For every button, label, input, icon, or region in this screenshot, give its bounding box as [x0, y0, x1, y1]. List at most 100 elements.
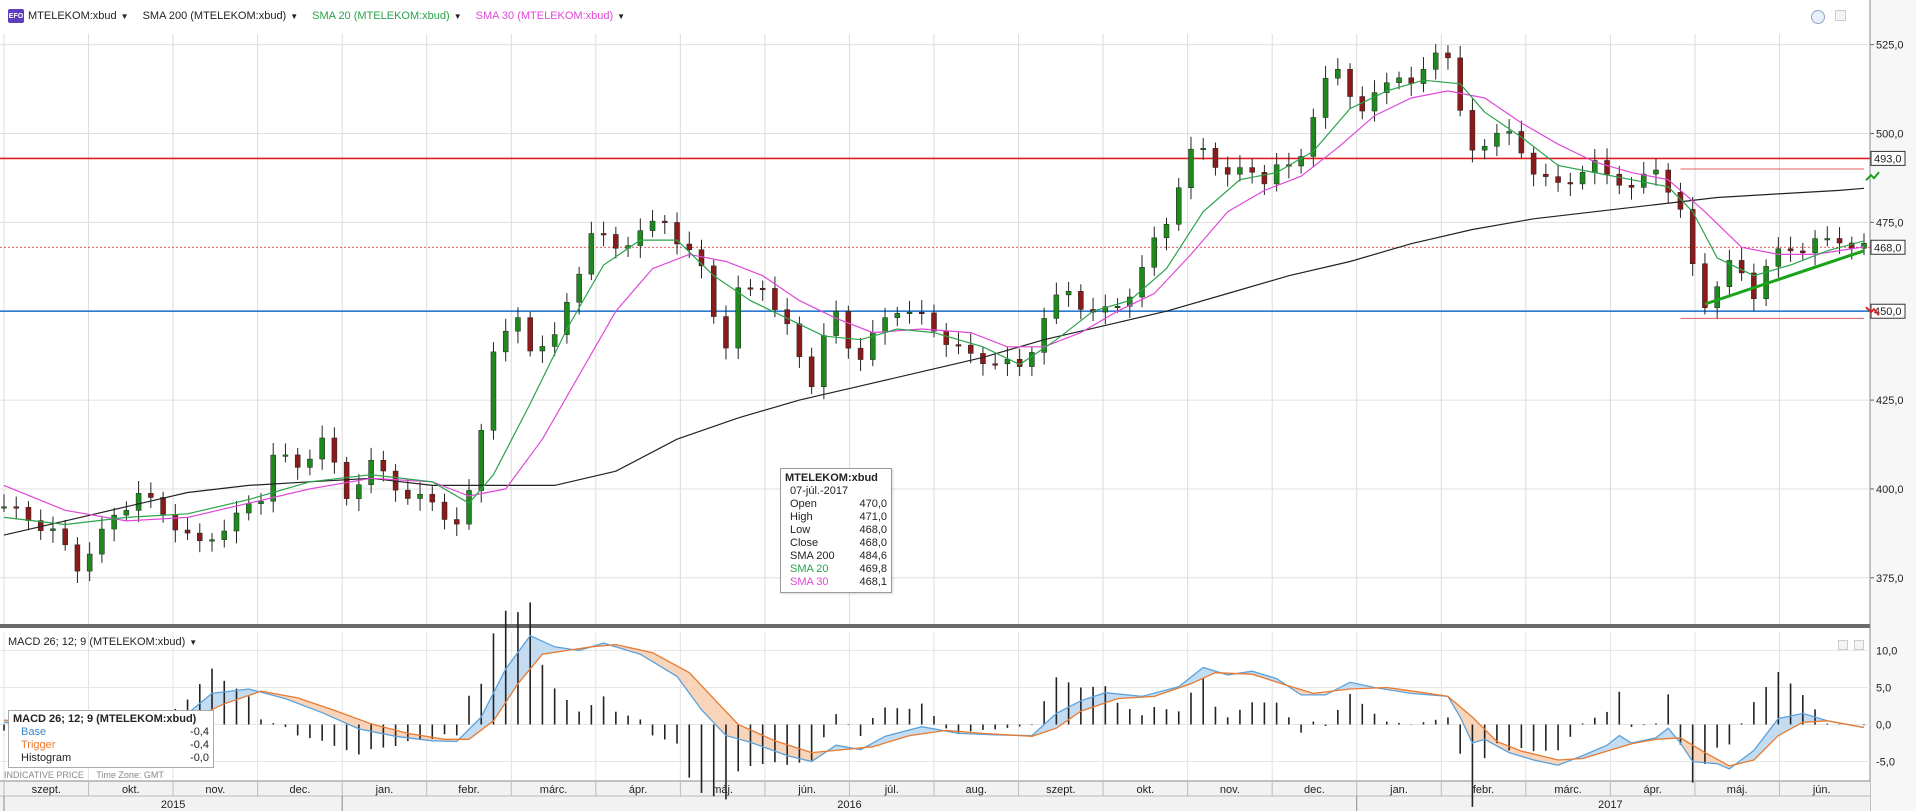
macd-fill	[493, 669, 506, 721]
candle-body	[1677, 192, 1684, 210]
candle-body	[1224, 167, 1231, 175]
macd-fill	[640, 650, 653, 662]
close-panel-icon[interactable]	[1835, 10, 1846, 21]
level-label: 450,0	[1874, 306, 1902, 318]
macd-row-label: Base	[21, 726, 47, 738]
macd-fill	[1350, 682, 1363, 689]
macd-tick-label: 0,0	[1876, 720, 1891, 732]
macd-tick-label: 5,0	[1876, 683, 1891, 695]
candle-body	[662, 220, 668, 223]
tooltip-row: SMA 200 484,6	[785, 550, 887, 563]
candle-body	[1188, 148, 1194, 189]
macd-fill	[309, 702, 323, 713]
level-label-box	[1870, 239, 1906, 255]
candle-body	[331, 437, 338, 463]
tooltip-value: 469,8	[859, 563, 887, 575]
candle-body	[429, 493, 436, 503]
macd-fill	[542, 641, 555, 655]
month-tick-label: jún.	[797, 784, 816, 796]
candle-body	[808, 356, 815, 388]
candle-body	[50, 528, 56, 531]
candle-body	[1237, 167, 1243, 175]
candle-body	[1175, 187, 1182, 225]
candle-body	[1579, 172, 1586, 185]
legend-sma200-label: SMA 200 (MTELEKOM:xbud)	[142, 10, 287, 22]
candle-body	[1812, 238, 1818, 254]
macd-row: Histogram -0,0	[13, 752, 209, 765]
candle-body	[1445, 52, 1451, 59]
legend-sma20[interactable]: SMA 20 (MTELEKOM:xbud) ▼	[312, 10, 461, 22]
tooltip-value: 484,6	[859, 550, 887, 562]
candle-body	[1775, 248, 1782, 267]
candle-body	[637, 230, 644, 246]
legend-sma200[interactable]: SMA 200 (MTELEKOM:xbud) ▼	[143, 10, 299, 22]
candle-body	[1384, 82, 1390, 93]
tooltip-label: SMA 20	[790, 563, 829, 575]
candle-body	[1604, 160, 1610, 175]
candle-body	[710, 265, 717, 317]
macd-row: Base -0,4	[13, 726, 209, 739]
tooltip-label: High	[790, 511, 813, 523]
candle-body	[307, 458, 313, 468]
candle-body	[502, 330, 509, 353]
restore-panel-icon[interactable]	[1838, 640, 1848, 650]
candle-body	[539, 346, 546, 352]
price-tick-label: 425,0	[1876, 395, 1904, 407]
candle-body	[343, 462, 350, 499]
candle-body	[1163, 224, 1170, 239]
macd-legend[interactable]: MACD 26; 12; 9 (MTELEKOM:xbud) ▼	[8, 636, 197, 648]
candle-body	[1738, 260, 1745, 274]
legend-instrument[interactable]: EFO MTELEKOM:xbud ▼	[8, 9, 129, 23]
macd-fill	[505, 652, 518, 703]
candle-body	[245, 503, 252, 514]
target-down-icon	[1865, 306, 1880, 316]
close-panel-icon[interactable]	[1854, 640, 1864, 650]
candle-body	[209, 539, 215, 542]
month-tick-label: máj.	[1727, 784, 1748, 796]
candle-body	[588, 233, 595, 275]
candle-body	[25, 507, 32, 521]
macd-readout-title: MACD 26; 12; 9 (MTELEKOM:xbud)	[13, 713, 197, 725]
macd-base-line	[3, 634, 1865, 770]
macd-fill	[1105, 692, 1118, 703]
macd-fill	[1766, 718, 1779, 748]
candle-body	[1494, 132, 1500, 147]
macd-fill	[1264, 674, 1277, 683]
macd-fill	[1472, 717, 1485, 743]
month-tick-label: jún.	[1812, 784, 1831, 796]
tooltip-row: SMA 20 469,8	[785, 563, 887, 576]
month-tick-label: okt.	[1136, 784, 1154, 796]
macd-fill	[1717, 759, 1730, 769]
candle-body	[527, 317, 533, 352]
macd-fill	[1753, 734, 1767, 761]
macd-fill	[358, 719, 372, 732]
tooltip-label: Open	[790, 498, 817, 510]
candle-body	[1298, 156, 1304, 167]
sma30-line	[3, 90, 1865, 522]
macd-fill	[713, 698, 726, 736]
candle-body	[1506, 131, 1512, 134]
candle-body	[490, 351, 497, 431]
macd-fill	[1484, 729, 1497, 746]
legend-sma30[interactable]: SMA 30 (MTELEKOM:xbud) ▼	[476, 10, 625, 22]
candle-body	[600, 233, 607, 236]
trendline	[1704, 249, 1865, 306]
level-label: 468,0	[1874, 242, 1902, 254]
macd-fill	[199, 693, 213, 716]
macd-fill	[689, 672, 702, 710]
chevron-down-icon: ▼	[189, 637, 198, 647]
macd-tick-label: -5,0	[1876, 757, 1895, 769]
macd-fill	[897, 729, 910, 740]
candle-body	[1065, 291, 1072, 296]
clock-icon[interactable]	[1811, 10, 1825, 24]
macd-fill	[1607, 735, 1620, 752]
candle-body	[551, 334, 558, 347]
macd-trigger-line	[3, 643, 1865, 767]
level-label-box	[1870, 150, 1906, 166]
month-tick-label: aug.	[966, 784, 987, 796]
chevron-down-icon: ▼	[617, 11, 626, 21]
candle-body	[1653, 169, 1659, 175]
candle-body	[319, 437, 325, 460]
candle-body	[576, 273, 582, 303]
macd-readout: MACD 26; 12; 9 (MTELEKOM:xbud) Base -0,4 …	[8, 710, 214, 768]
